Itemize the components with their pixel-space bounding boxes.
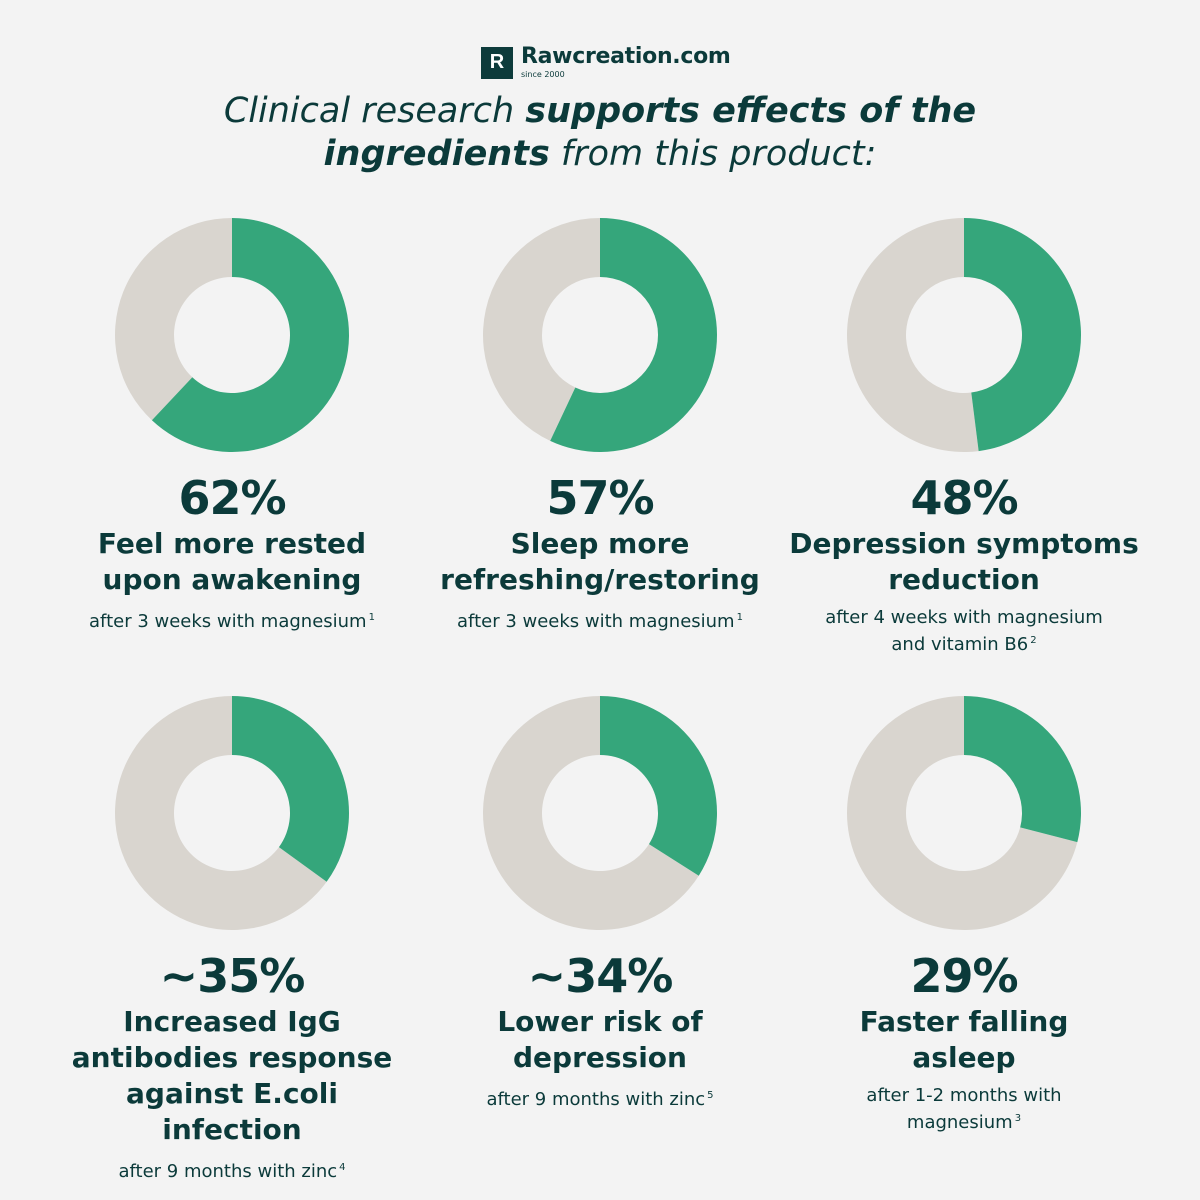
footnote-ref: 5 — [707, 1090, 714, 1101]
stat-note: after 3 weeks with magnesium 1 — [52, 606, 412, 633]
stat-percentage: ~34% — [527, 949, 674, 1003]
stat-label-line: upon awakening — [102, 563, 362, 596]
donut-chart-2 — [483, 218, 717, 452]
stat-percentage: 62% — [178, 471, 286, 525]
donut-chart-6 — [847, 696, 1081, 930]
stat-note-line: after 3 weeks with magnesium 1 — [89, 611, 375, 632]
stat-note: after 4 weeks with magnesium and vitamin … — [784, 606, 1144, 656]
brand-since: since 2000 — [521, 70, 565, 79]
stat-label-line: Feel more rested — [97, 527, 367, 560]
brand-name: Rawcreation.com — [521, 44, 731, 69]
donut-remainder-slice — [115, 696, 327, 930]
donut-remainder-slice — [847, 218, 979, 452]
donut-chart-5 — [483, 696, 717, 930]
stat-label-line: Lower risk of — [497, 1005, 703, 1038]
stat-label-line: Faster falling — [859, 1005, 1069, 1038]
donut-value-slice — [600, 696, 717, 876]
stat-label-line: Increased IgG — [123, 1005, 341, 1038]
stat-label-line: depression — [513, 1041, 687, 1074]
donut-remainder-slice — [483, 696, 699, 930]
stat-label-line: asleep — [912, 1041, 1016, 1074]
stat-label: Depression symptoms reduction — [784, 526, 1144, 598]
headline-bold2: ingredients — [323, 134, 550, 174]
stat-note-line: and vitamin B6 2 — [891, 634, 1037, 655]
stat-percentage: 48% — [910, 471, 1018, 525]
brand-logo: R Rawcreation.com since 2000 — [481, 46, 731, 79]
stat-note: after 3 weeks with magnesium 1 — [420, 606, 780, 633]
stat-label: Increased IgG antibodies response against … — [52, 1004, 412, 1148]
stat-note: after 9 months with zinc 4 — [52, 1156, 412, 1183]
stat-label: Feel more rested upon awakening — [52, 526, 412, 598]
stat-label-line: refreshing/restoring — [440, 563, 760, 596]
footnote-ref: 1 — [368, 612, 375, 623]
headline-part2: from this product: — [549, 134, 877, 174]
stat-block-5: ~34% Lower risk of depression after 9 month… — [420, 950, 780, 1111]
donut-chart-3 — [847, 218, 1082, 452]
stat-note-line: after 1-2 months with — [866, 1085, 1062, 1106]
stat-label-line: reduction — [888, 563, 1040, 596]
footnote-ref: 4 — [339, 1162, 346, 1173]
donut-chart-4 — [115, 696, 349, 930]
donut-value-slice — [964, 218, 1082, 452]
donut-remainder-slice — [847, 696, 1078, 930]
stat-label-line: Sleep more — [510, 527, 690, 560]
stat-note-line: after 3 weeks with magnesium 1 — [457, 611, 743, 632]
headline: Clinical research supports effects of th… — [0, 90, 1200, 176]
stat-note: after 1-2 months with magnesium 3 — [784, 1084, 1144, 1134]
stat-label: Lower risk of depression — [420, 1004, 780, 1076]
stat-label-line: antibodies response — [71, 1041, 393, 1074]
stat-block-3: 48% Depression symptoms reduction after 4 w… — [784, 472, 1144, 656]
headline-bold1: supports effects of the — [525, 91, 977, 131]
stat-note-line: after 9 months with zinc 4 — [118, 1161, 346, 1182]
stat-label: Sleep more refreshing/restoring — [420, 526, 780, 598]
donut-remainder-slice — [483, 218, 600, 441]
stat-percentage: 29% — [910, 949, 1018, 1003]
footnote-ref: 3 — [1014, 1113, 1022, 1124]
donut-remainder-slice — [115, 218, 232, 421]
stat-label-line: against E.coli infection — [126, 1077, 338, 1146]
stat-label: Faster falling asleep — [784, 1004, 1144, 1076]
headline-part1: Clinical research — [223, 91, 526, 131]
stat-note-line: after 4 weeks with magnesium — [825, 607, 1103, 628]
stat-note: after 9 months with zinc 5 — [420, 1084, 780, 1111]
brand-mark-icon: R — [481, 46, 513, 79]
stat-block-4: ~35% Increased IgG antibodies response agai… — [52, 950, 412, 1183]
donut-chart-1 — [115, 218, 349, 453]
stat-note-line: magnesium 3 — [906, 1112, 1022, 1133]
donut-value-slice — [964, 696, 1081, 843]
footnote-ref: 1 — [736, 612, 743, 623]
footnote-ref: 2 — [1030, 635, 1037, 646]
stat-percentage: ~35% — [159, 949, 306, 1003]
stat-label-line: Depression symptoms — [789, 527, 1139, 560]
stat-block-1: 62% Feel more rested upon awakening after 3… — [52, 472, 412, 633]
donut-value-slice — [550, 218, 717, 452]
stat-block-2: 57% Sleep more refreshing/restoring after 3… — [420, 472, 780, 633]
stat-block-6: 29% Faster falling asleep after 1-2 months … — [784, 950, 1144, 1134]
donut-value-slice — [151, 218, 349, 453]
stat-percentage: 57% — [546, 471, 654, 525]
donut-value-slice — [232, 696, 349, 882]
stat-note-line: after 9 months with zinc 5 — [486, 1089, 714, 1110]
